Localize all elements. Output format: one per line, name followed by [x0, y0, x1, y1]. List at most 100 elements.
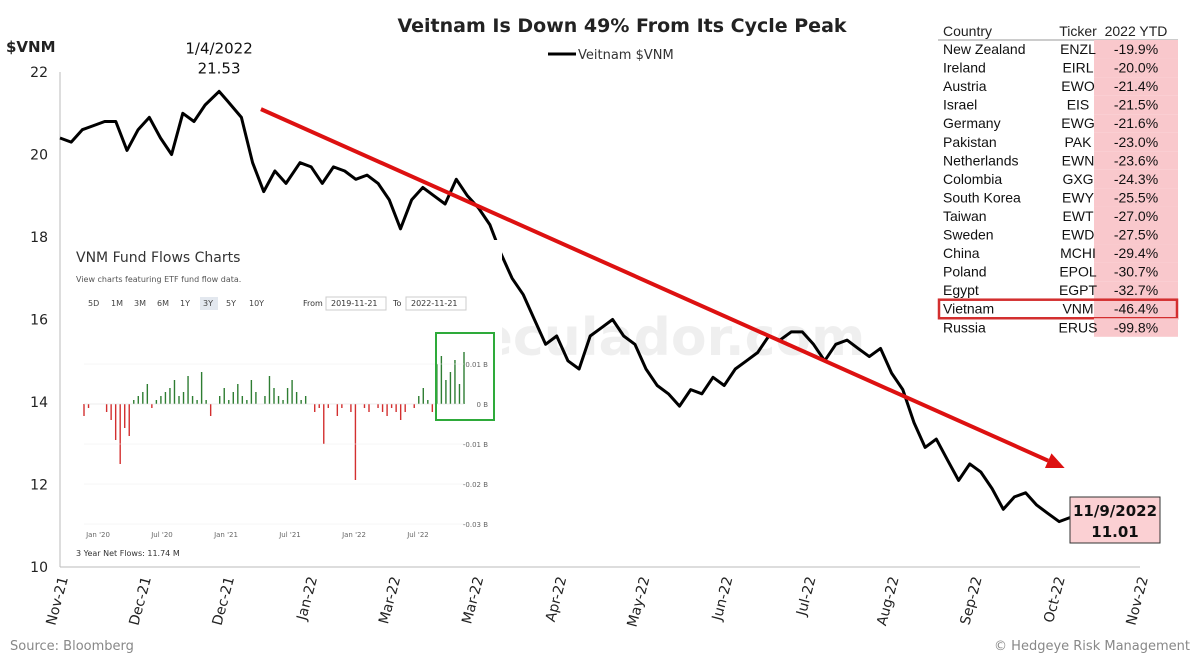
inset-x-tick-label: Jul '20 — [150, 531, 173, 539]
ytd-cell: -20.0% — [1114, 60, 1158, 76]
x-tick-label: Dec-21 — [210, 575, 238, 627]
y-tick-label: 12 — [30, 478, 48, 494]
x-tick-label: Jan-22 — [294, 575, 321, 623]
ytd-cell: -19.9% — [1114, 41, 1158, 57]
ytd-cell-bg — [1094, 40, 1178, 59]
peak-value-annotation: 21.53 — [198, 59, 241, 77]
y-tick-label: 22 — [30, 65, 48, 81]
inset-net-flows: 3 Year Net Flows: 11.74 M — [76, 549, 180, 558]
y-tick-label: 18 — [30, 230, 48, 246]
country-cell: Ireland — [943, 60, 986, 76]
table-body: New Zealand ENZL -19.9%Ireland EIRL -20.0%Au… — [937, 40, 1179, 337]
inset-range-3m[interactable]: 3M — [134, 299, 146, 308]
table-header-cell: 2022 YTD — [1105, 23, 1168, 39]
inset-x-tick-label: Jul '21 — [278, 531, 301, 539]
inset-range-10y[interactable]: 10Y — [249, 299, 264, 308]
inset-range-active-bg — [200, 297, 218, 310]
country-cell: Germany — [943, 115, 1001, 131]
country-cell: Taiwan — [943, 208, 987, 224]
ticker-cell: PAK — [1065, 134, 1093, 150]
inset-range-1y[interactable]: 1Y — [180, 299, 190, 308]
table-header-bg — [938, 22, 1178, 40]
ytd-cell-bg — [1094, 77, 1178, 96]
legend-label: Veitnam $VNM — [578, 48, 674, 63]
table-header-cell: Ticker — [1059, 23, 1097, 39]
x-tick-label: Dec-21 — [127, 575, 155, 627]
inset-x-tick-label: Jan '20 — [85, 531, 110, 539]
inset-y-tick-label: -0.01 B — [463, 441, 488, 449]
ticker-cell: EGPT — [1059, 282, 1098, 298]
ytd-cell-bg — [1094, 262, 1178, 282]
inset-range-6m[interactable]: 6M — [157, 299, 169, 308]
inset-range-5d[interactable]: 5D — [88, 299, 99, 308]
x-tick-label: Mar-22 — [376, 575, 404, 626]
ytd-cell-bg — [1094, 132, 1178, 152]
table-row: Israel EIS -21.5% — [943, 95, 1178, 115]
ytd-cell-bg — [1094, 188, 1178, 207]
table-row: Netherlands EWN -23.6% — [943, 151, 1178, 170]
ticker-cell: ERUS — [1059, 319, 1098, 335]
inset-range-buttons: 5D 1M 3M 6M 1Y 3Y 5Y 10Y — [88, 297, 264, 310]
ytd-cell-bg — [1094, 299, 1178, 319]
inset-y-ticks: 0.01 B 0 B -0.01 B -0.02 B -0.03 B — [84, 361, 488, 529]
inset-to-value: 2022-11-21 — [411, 299, 458, 308]
country-cell: Poland — [943, 264, 987, 280]
y-tick-label: 10 — [30, 560, 48, 576]
table-row: South Korea EWY -25.5% — [943, 188, 1178, 207]
ytd-cell-bg — [1094, 114, 1178, 133]
inset-highlight-box — [435, 332, 495, 421]
inset-from-box[interactable] — [325, 296, 387, 311]
ytd-cell: -27.5% — [1114, 227, 1158, 243]
ytd-table: Country Ticker 2022 YTD New Zealand ENZL -19… — [937, 22, 1179, 340]
inset-x-tick-label: Jan '21 — [213, 531, 238, 539]
x-tick-label: Aug-22 — [874, 575, 902, 628]
legend: Veitnam $VNM — [548, 48, 674, 63]
country-cell: Vietnam — [943, 301, 994, 317]
ticker-cell: EIRL — [1062, 60, 1093, 76]
last-value-box: 11/9/2022 11.01 — [1069, 496, 1161, 544]
ticker-cell: MCHI — [1060, 245, 1096, 261]
x-tick-label: Apr-22 — [543, 575, 570, 624]
ytd-cell-bg — [1094, 244, 1178, 263]
copyright-note: © Hedgeye Risk Management — [994, 639, 1190, 654]
country-cell: Russia — [943, 319, 986, 335]
ytd-cell-bg — [1094, 225, 1178, 245]
table-row: China MCHI -29.4% — [943, 244, 1178, 263]
ytd-cell: -25.5% — [1114, 189, 1158, 205]
ticker-cell: EWD — [1062, 227, 1095, 243]
ytd-cell-bg — [1094, 95, 1178, 115]
ytd-cell: -27.0% — [1114, 208, 1158, 224]
inset-y-tick-label: 0.01 B — [465, 361, 488, 369]
x-tick-label: Mar-22 — [459, 575, 487, 626]
table-row: Ireland EIRL -20.0% — [943, 58, 1178, 78]
ticker-cell: EWN — [1062, 152, 1095, 168]
inset-x-tick-label: Jul '22 — [406, 531, 429, 539]
table-row: Taiwan EWT -27.0% — [943, 206, 1178, 226]
country-cell: China — [943, 245, 980, 261]
source-note: Source: Bloomberg — [10, 639, 134, 654]
x-ticks: Nov-21 Dec-21 Dec-21 Jan-22 Mar-22 Mar-22 Apr-… — [44, 575, 1152, 629]
table-row: Sweden EWD -27.5% — [943, 225, 1178, 245]
ytd-cell: -24.3% — [1114, 171, 1158, 187]
inset-range-3y[interactable]: 3Y — [203, 299, 213, 308]
chart-title: Veitnam Is Down 49% From Its Cycle Peak — [397, 15, 846, 37]
ytd-cell: -29.4% — [1114, 245, 1158, 261]
x-tick-label: Nov-21 — [44, 575, 72, 627]
table-row: Austria EWO -21.4% — [943, 77, 1178, 96]
x-tick-label: Oct-22 — [1041, 575, 1069, 625]
country-cell: Austria — [943, 78, 987, 94]
x-tick-label: Jul-22 — [794, 575, 820, 619]
inset-x-tick-label: Jan '22 — [341, 531, 366, 539]
inset-range-5y[interactable]: 5Y — [226, 299, 236, 308]
inset-y-tick-label: -0.02 B — [463, 481, 488, 489]
inset-range-1m[interactable]: 1M — [111, 299, 123, 308]
table-row: Egypt EGPT -32.7% — [943, 281, 1178, 300]
inset-to-box[interactable] — [405, 296, 467, 311]
ytd-cell: -21.4% — [1114, 78, 1158, 94]
country-cell: Israel — [943, 97, 977, 113]
table-row: Germany EWG -21.6% — [943, 114, 1178, 133]
ticker-cell: GXG — [1062, 171, 1093, 187]
inset-background — [70, 240, 502, 564]
ticker-cell: VNM — [1062, 301, 1093, 317]
ticker-cell: EWO — [1061, 78, 1095, 94]
